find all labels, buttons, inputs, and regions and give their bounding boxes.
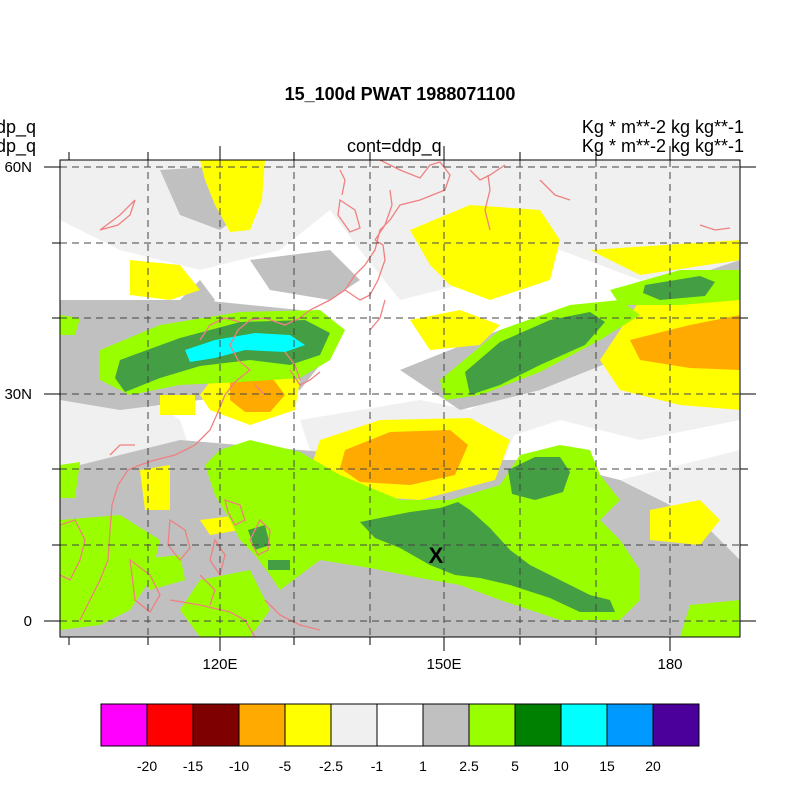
colorbar-swatch	[468, 703, 516, 747]
x-axis-label: 180	[657, 656, 683, 673]
colorbar-swatch	[606, 703, 654, 747]
point-marker: X	[429, 543, 444, 568]
colorbar-swatch	[192, 703, 240, 747]
units-label: Kg * m**-2 kg kg**-1	[581, 117, 744, 137]
coastlines	[60, 160, 731, 637]
x-axis-label: 120E	[202, 656, 238, 673]
field-orange-negative	[230, 315, 740, 485]
left-field-label: ddp_q	[0, 117, 37, 137]
colorbar-swatch	[422, 703, 470, 747]
y-axis-label: 60N	[4, 159, 32, 176]
colorbar-swatch	[238, 703, 286, 747]
plot-frame	[59, 159, 741, 638]
colorbar-tick-label: 2.5	[459, 758, 479, 774]
colorbar-swatch	[146, 703, 194, 747]
colorbar-swatch	[652, 703, 700, 747]
axis-ticks	[44, 146, 756, 651]
colorbar-tick-label: 10	[553, 758, 569, 774]
y-axis-label: 30N	[4, 386, 32, 403]
colorbar-tick-label: -15	[182, 758, 204, 774]
colorbar-swatch	[284, 703, 332, 747]
y-axis-label: 0	[23, 613, 32, 630]
colorbar-tick-label: -20	[136, 758, 158, 774]
colorbar-tick-label: 5	[511, 758, 519, 774]
units-label: Kg * m**-2 kg kg**-1	[581, 136, 744, 156]
colorbar-swatch	[376, 703, 424, 747]
colorbar-swatch	[330, 703, 378, 747]
colorbar-tick-label: -2.5	[318, 758, 344, 774]
left-field-label: ddp_q	[0, 136, 37, 156]
colorbar-tick-label: 20	[645, 758, 661, 774]
colorbar-tick-label: 15	[599, 758, 615, 774]
colorbar-swatch	[514, 703, 562, 747]
colorbar-tick-label: -10	[228, 758, 250, 774]
x-axis-label: 150E	[426, 656, 462, 673]
center-contour-label: cont=ddp_q	[347, 136, 442, 156]
colorbar-tick-label: -5	[278, 758, 292, 774]
grid-lines	[60, 160, 740, 637]
colorbar-tick-label: 1	[419, 758, 427, 774]
colorbar	[100, 703, 700, 747]
field-cyan-positive	[185, 333, 305, 362]
colorbar-swatch	[100, 703, 148, 747]
map-title: 15_100d PWAT 1988071100	[284, 84, 516, 104]
colorbar-tick-label: -1	[370, 758, 384, 774]
colorbar-swatch	[560, 703, 608, 747]
map-area	[60, 160, 740, 637]
